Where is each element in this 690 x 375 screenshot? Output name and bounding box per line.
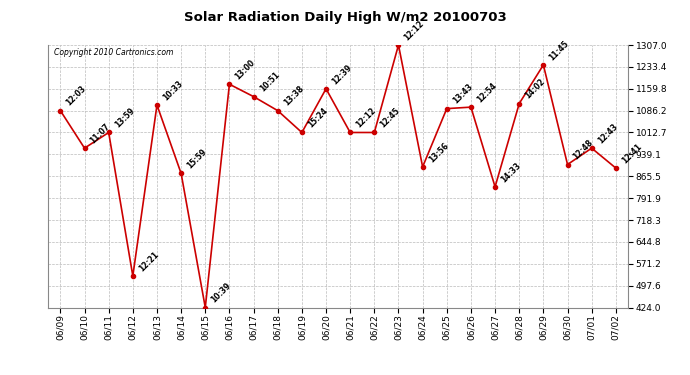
Text: 13:56: 13:56 — [427, 141, 450, 164]
Text: 14:02: 14:02 — [524, 77, 546, 101]
Text: 14:33: 14:33 — [500, 160, 522, 184]
Text: 13:59: 13:59 — [113, 106, 136, 130]
Text: 12:12: 12:12 — [355, 106, 377, 130]
Text: 12:45: 12:45 — [379, 106, 402, 130]
Text: Copyright 2010 Cartronics.com: Copyright 2010 Cartronics.com — [54, 48, 173, 57]
Text: 12:43: 12:43 — [596, 122, 619, 146]
Text: 13:43: 13:43 — [451, 82, 474, 106]
Text: 12:12: 12:12 — [403, 19, 426, 42]
Text: 10:51: 10:51 — [258, 70, 281, 94]
Text: 12:41: 12:41 — [620, 142, 643, 165]
Text: 10:33: 10:33 — [161, 79, 184, 102]
Text: 13:00: 13:00 — [234, 58, 257, 81]
Text: 12:21: 12:21 — [137, 250, 160, 273]
Text: 15:59: 15:59 — [186, 147, 208, 171]
Text: 11:07: 11:07 — [89, 122, 112, 146]
Text: 15:24: 15:24 — [306, 106, 329, 130]
Text: 12:48: 12:48 — [572, 138, 595, 162]
Text: Solar Radiation Daily High W/m2 20100703: Solar Radiation Daily High W/m2 20100703 — [184, 11, 506, 24]
Text: 12:39: 12:39 — [331, 63, 353, 86]
Text: 12:03: 12:03 — [65, 84, 88, 108]
Text: 11:45: 11:45 — [548, 39, 571, 62]
Text: 13:38: 13:38 — [282, 84, 306, 108]
Text: 12:54: 12:54 — [475, 81, 498, 104]
Text: 10:39: 10:39 — [210, 281, 233, 305]
